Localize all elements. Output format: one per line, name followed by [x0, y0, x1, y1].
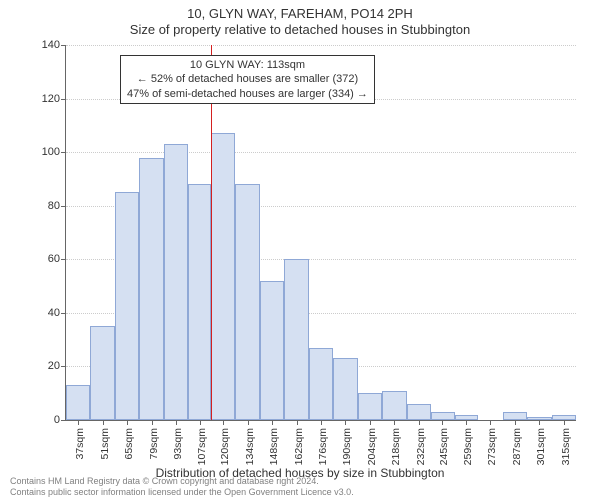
- xtick-label: 93sqm: [172, 428, 184, 460]
- histogram-bar: [164, 144, 188, 420]
- xtick-label: 218sqm: [390, 428, 402, 465]
- ytick-mark: [61, 259, 66, 260]
- xtick-label: 287sqm: [511, 428, 523, 465]
- ytick-mark: [61, 99, 66, 100]
- ytick-label: 40: [30, 307, 60, 319]
- ytick-label: 80: [30, 200, 60, 212]
- ytick-mark: [61, 45, 66, 46]
- xtick-mark: [419, 420, 420, 425]
- xtick-label: 232sqm: [415, 428, 427, 465]
- histogram-bar: [139, 158, 163, 421]
- xtick-mark: [272, 420, 273, 425]
- histogram-bar: [503, 412, 527, 420]
- chart-title-desc: Size of property relative to detached ho…: [0, 22, 600, 37]
- histogram-bar: [284, 259, 308, 420]
- xtick-label: 315sqm: [560, 428, 572, 465]
- gridline: [66, 152, 576, 153]
- xtick-label: 134sqm: [244, 428, 256, 465]
- xtick-mark: [539, 420, 540, 425]
- histogram-bar: [309, 348, 333, 420]
- xtick-mark: [370, 420, 371, 425]
- ytick-mark: [61, 152, 66, 153]
- xtick-mark: [442, 420, 443, 425]
- histogram-bar: [382, 391, 406, 420]
- xtick-label: 65sqm: [123, 428, 135, 460]
- xtick-label: 301sqm: [535, 428, 547, 465]
- ytick-label: 100: [30, 146, 60, 158]
- xtick-mark: [78, 420, 79, 425]
- ytick-mark: [61, 206, 66, 207]
- footer-line-2: Contains public sector information licen…: [10, 487, 354, 498]
- chart-container: 10, GLYN WAY, FAREHAM, PO14 2PH Size of …: [0, 0, 600, 500]
- histogram-bar: [260, 281, 284, 420]
- xtick-label: 204sqm: [366, 428, 378, 465]
- ytick-mark: [61, 366, 66, 367]
- histogram-bar: [211, 133, 235, 420]
- xtick-mark: [200, 420, 201, 425]
- xtick-mark: [176, 420, 177, 425]
- histogram-bar: [407, 404, 431, 420]
- xtick-mark: [466, 420, 467, 425]
- gridline: [66, 45, 576, 46]
- xtick-mark: [345, 420, 346, 425]
- xtick-label: 273sqm: [486, 428, 498, 465]
- xtick-mark: [248, 420, 249, 425]
- xtick-label: 245sqm: [438, 428, 450, 465]
- ytick-label: 60: [30, 253, 60, 265]
- histogram-bar: [235, 184, 259, 420]
- chart-title-address: 10, GLYN WAY, FAREHAM, PO14 2PH: [0, 6, 600, 21]
- annotation-box: 10 GLYN WAY: 113sqm← 52% of detached hou…: [120, 55, 375, 104]
- annotation-line: 10 GLYN WAY: 113sqm: [127, 58, 368, 72]
- xtick-mark: [394, 420, 395, 425]
- histogram-bar: [431, 412, 455, 420]
- histogram-bar: [115, 192, 139, 420]
- xtick-label: 107sqm: [196, 428, 208, 465]
- footer-attribution: Contains HM Land Registry data © Crown c…: [10, 476, 354, 498]
- xtick-label: 120sqm: [219, 428, 231, 465]
- xtick-label: 79sqm: [148, 428, 160, 460]
- xtick-label: 162sqm: [293, 428, 305, 465]
- xtick-mark: [103, 420, 104, 425]
- xtick-label: 51sqm: [99, 428, 111, 460]
- annotation-line: 47% of semi-detached houses are larger (…: [127, 87, 368, 101]
- xtick-mark: [490, 420, 491, 425]
- ytick-label: 0: [30, 414, 60, 426]
- annotation-line: ← 52% of detached houses are smaller (37…: [127, 72, 368, 86]
- xtick-mark: [223, 420, 224, 425]
- ytick-label: 20: [30, 360, 60, 372]
- xtick-mark: [321, 420, 322, 425]
- footer-line-1: Contains HM Land Registry data © Crown c…: [10, 476, 354, 487]
- xtick-label: 148sqm: [268, 428, 280, 465]
- xtick-mark: [297, 420, 298, 425]
- xtick-mark: [564, 420, 565, 425]
- histogram-bar: [188, 184, 211, 420]
- xtick-label: 259sqm: [462, 428, 474, 465]
- ytick-mark: [61, 420, 66, 421]
- ytick-label: 140: [30, 39, 60, 51]
- histogram-bar: [333, 358, 357, 420]
- histogram-bar: [66, 385, 90, 420]
- ytick-label: 120: [30, 93, 60, 105]
- xtick-label: 190sqm: [341, 428, 353, 465]
- histogram-bar: [358, 393, 382, 420]
- xtick-label: 176sqm: [317, 428, 329, 465]
- xtick-mark: [152, 420, 153, 425]
- histogram-bar: [90, 326, 114, 420]
- xtick-label: 37sqm: [74, 428, 86, 460]
- xtick-mark: [127, 420, 128, 425]
- ytick-mark: [61, 313, 66, 314]
- xtick-mark: [515, 420, 516, 425]
